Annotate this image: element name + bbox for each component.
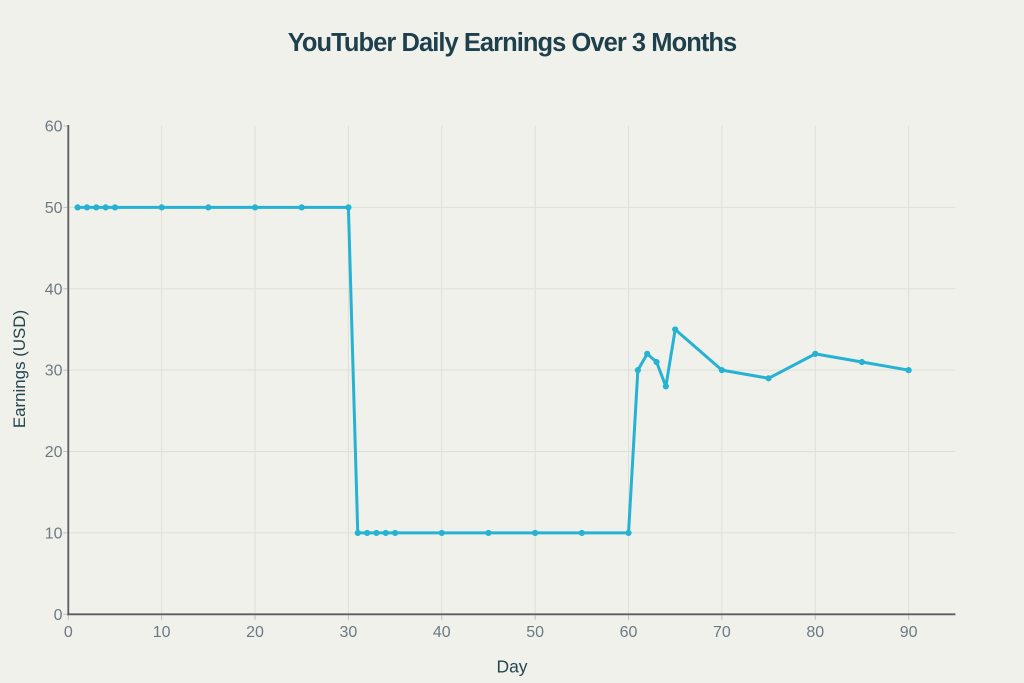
svg-text:50: 50	[526, 624, 544, 641]
svg-text:50: 50	[45, 200, 63, 217]
svg-text:40: 40	[433, 624, 451, 641]
svg-text:80: 80	[806, 624, 824, 641]
svg-text:YouTuber Daily Earnings Over 3: YouTuber Daily Earnings Over 3 Months	[288, 29, 737, 57]
svg-text:Day: Day	[496, 657, 527, 677]
svg-text:0: 0	[64, 624, 73, 641]
svg-text:60: 60	[620, 624, 638, 641]
svg-text:20: 20	[45, 444, 63, 461]
svg-text:90: 90	[900, 624, 918, 641]
svg-text:Earnings (USD): Earnings (USD)	[10, 310, 29, 428]
svg-text:0: 0	[54, 607, 63, 624]
svg-text:10: 10	[45, 525, 63, 542]
svg-text:20: 20	[246, 624, 264, 641]
svg-text:60: 60	[45, 119, 63, 136]
svg-text:10: 10	[153, 624, 171, 641]
svg-text:30: 30	[45, 363, 63, 380]
svg-text:70: 70	[713, 624, 731, 641]
svg-text:40: 40	[45, 281, 63, 298]
svg-text:30: 30	[340, 624, 358, 641]
